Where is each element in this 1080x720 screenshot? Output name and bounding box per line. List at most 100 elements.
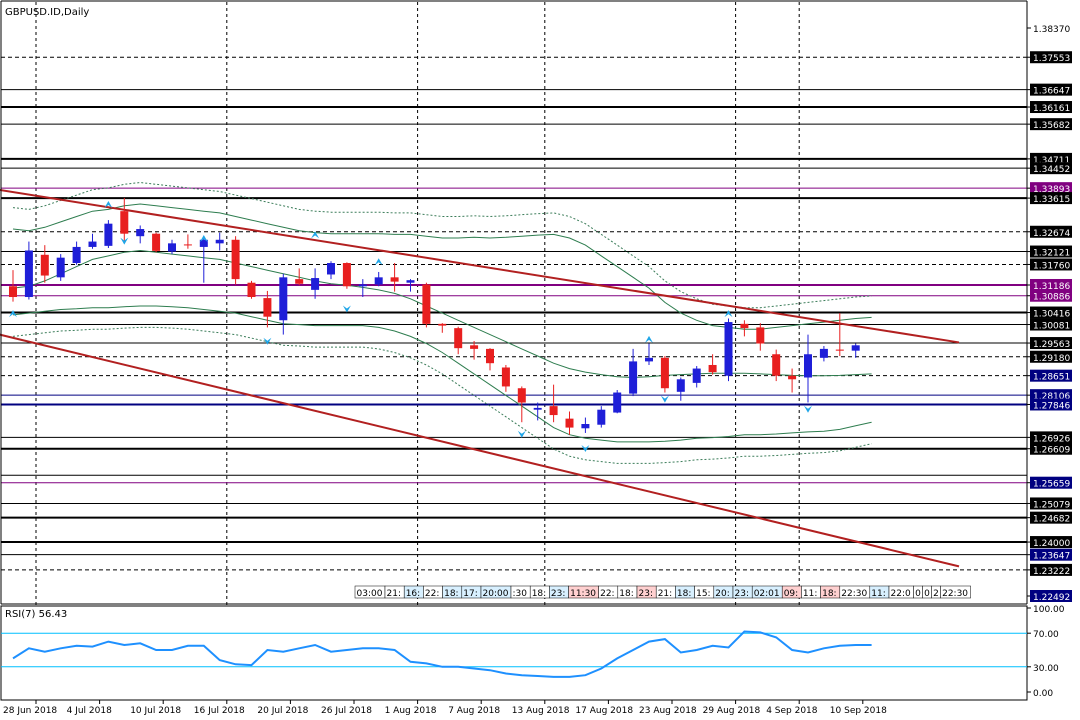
price-label[interactable]: 1.28106 [1027,389,1072,402]
price-axis[interactable]: 1.38370 1.37553 1.36647 1.36161 1.35682 1.347… [1027,25,1072,603]
price-label[interactable]: 1.26926 [1027,431,1072,444]
price-label[interactable]: 1.30416 [1027,306,1072,320]
candle-body [56,257,65,278]
price-label[interactable]: 1.29563 [1027,337,1072,350]
session-cell-text: 15: [696,589,710,599]
price-label-text: 1.25079 [1033,500,1070,510]
price-label[interactable]: 1.23222 [1027,563,1072,577]
price-label-bg [1030,318,1072,331]
price-label[interactable]: 1.34711 [1027,152,1072,166]
price-label-text: 1.37553 [1033,54,1070,64]
candle-bear [486,348,494,371]
session-time-bar: 03:00 21: 16: 22: 18: 17: 20:00:30 18: 23: 11:30 2… [354,585,971,599]
price-label-bg [1030,118,1072,131]
price-label[interactable]: 1.36647 [1027,83,1072,97]
price-label[interactable]: 1.36161 [1027,101,1072,114]
candle-bull [279,273,288,335]
price-label-bg [1030,258,1072,271]
fractal-down-arrow-icon [660,395,669,403]
candle-body [597,409,606,425]
candle-body [629,361,638,394]
candle-bear [152,232,161,253]
price-label[interactable]: 1.24000 [1027,536,1072,549]
price-label-text: 1.25659 [1033,480,1070,490]
session-cell-text: :30 [513,589,528,599]
session-cell: 23: [636,585,657,599]
session-cell-text: 20: [715,589,729,599]
session-cell: 15: [694,585,715,599]
price-label[interactable]: 1.33615 [1027,192,1072,205]
candle-bear [295,268,304,286]
price-label-bg [1030,83,1072,96]
price-label[interactable]: 1.29180 [1027,350,1072,364]
session-cell: 18: [617,585,638,599]
session-cell-text: 20:00 [483,589,509,599]
candle-body [804,354,812,378]
price-label[interactable]: 1.31186 [1027,278,1072,292]
session-cell-text: 18: [619,589,633,599]
session-cell: 22:0 [888,585,914,599]
trendline-upper[interactable] [0,188,960,344]
price-label[interactable]: 1.23647 [1027,548,1072,562]
price-label[interactable]: 1.26609 [1027,442,1072,456]
candle-bull [24,241,33,300]
candle-body [549,406,558,416]
candle-bear [40,245,49,283]
time-label: 23 Aug 2018 [639,706,697,716]
price-label[interactable]: 1.33893 [1027,182,1072,195]
price-label[interactable]: 1.32674 [1027,225,1072,239]
price-label[interactable]: 1.38370 [1027,25,1070,35]
candle-bull [56,254,65,281]
candle-body [72,246,81,264]
price-label-bg [1030,350,1072,363]
candle-bear [231,236,240,285]
price-label[interactable]: 1.27846 [1027,398,1072,411]
session-cell: 22: [423,585,443,599]
session-cell: 23: [732,585,753,599]
candle-body [183,244,192,246]
price-label[interactable]: 1.28651 [1027,369,1072,383]
session-cell-text: 23: [735,589,749,599]
price-label-bg [1030,306,1072,319]
candle-bear [9,270,17,302]
candle-bear [454,326,463,355]
price-label-bg [1030,245,1072,258]
fractal-up-arrow-icon [104,201,113,209]
candle-bear [835,313,844,357]
price-label[interactable]: 1.37553 [1027,51,1072,64]
price-label[interactable]: 1.25659 [1027,476,1072,490]
rsi-tick-label: 30.00 [1033,664,1059,674]
price-label[interactable]: 1.35682 [1027,118,1072,131]
price-label[interactable]: 1.34452 [1027,162,1072,175]
price-label-text: 1.28651 [1033,373,1070,383]
price-label-text: 1.30416 [1033,310,1070,320]
price-label-bg [1030,162,1072,175]
fractal-up-arrow-icon [199,234,208,242]
time-label: 1 Aug 2018 [385,706,437,716]
price-label-text: 1.30886 [1033,293,1070,303]
candle-body [660,357,669,389]
trendlines[interactable] [0,188,960,568]
price-label[interactable]: 1.30081 [1027,318,1072,332]
price-label[interactable]: 1.22492 [1027,590,1072,603]
candle-body [724,322,733,376]
price-label[interactable]: 1.24682 [1027,511,1072,525]
price-label[interactable]: 1.32121 [1027,245,1072,259]
session-cell-text: 09: [784,589,798,599]
price-label-bg [1030,369,1072,382]
session-cell-text: 18: [822,589,836,599]
price-label-bg [1030,536,1072,549]
candle-bull [311,268,320,299]
session-cell-text: 21: [658,589,672,599]
candle-bull [88,233,97,249]
horizontal-levels [1,56,1027,571]
price-label[interactable]: 1.25079 [1027,497,1072,510]
session-cell: 0 [913,585,923,599]
price-label[interactable]: 1.30886 [1027,289,1072,303]
price-label-bg [1030,398,1072,411]
candle-body [835,349,844,351]
trendline-lower[interactable] [0,332,960,568]
price-label[interactable]: 1.31760 [1027,258,1072,271]
session-cell: 09: [781,585,802,599]
